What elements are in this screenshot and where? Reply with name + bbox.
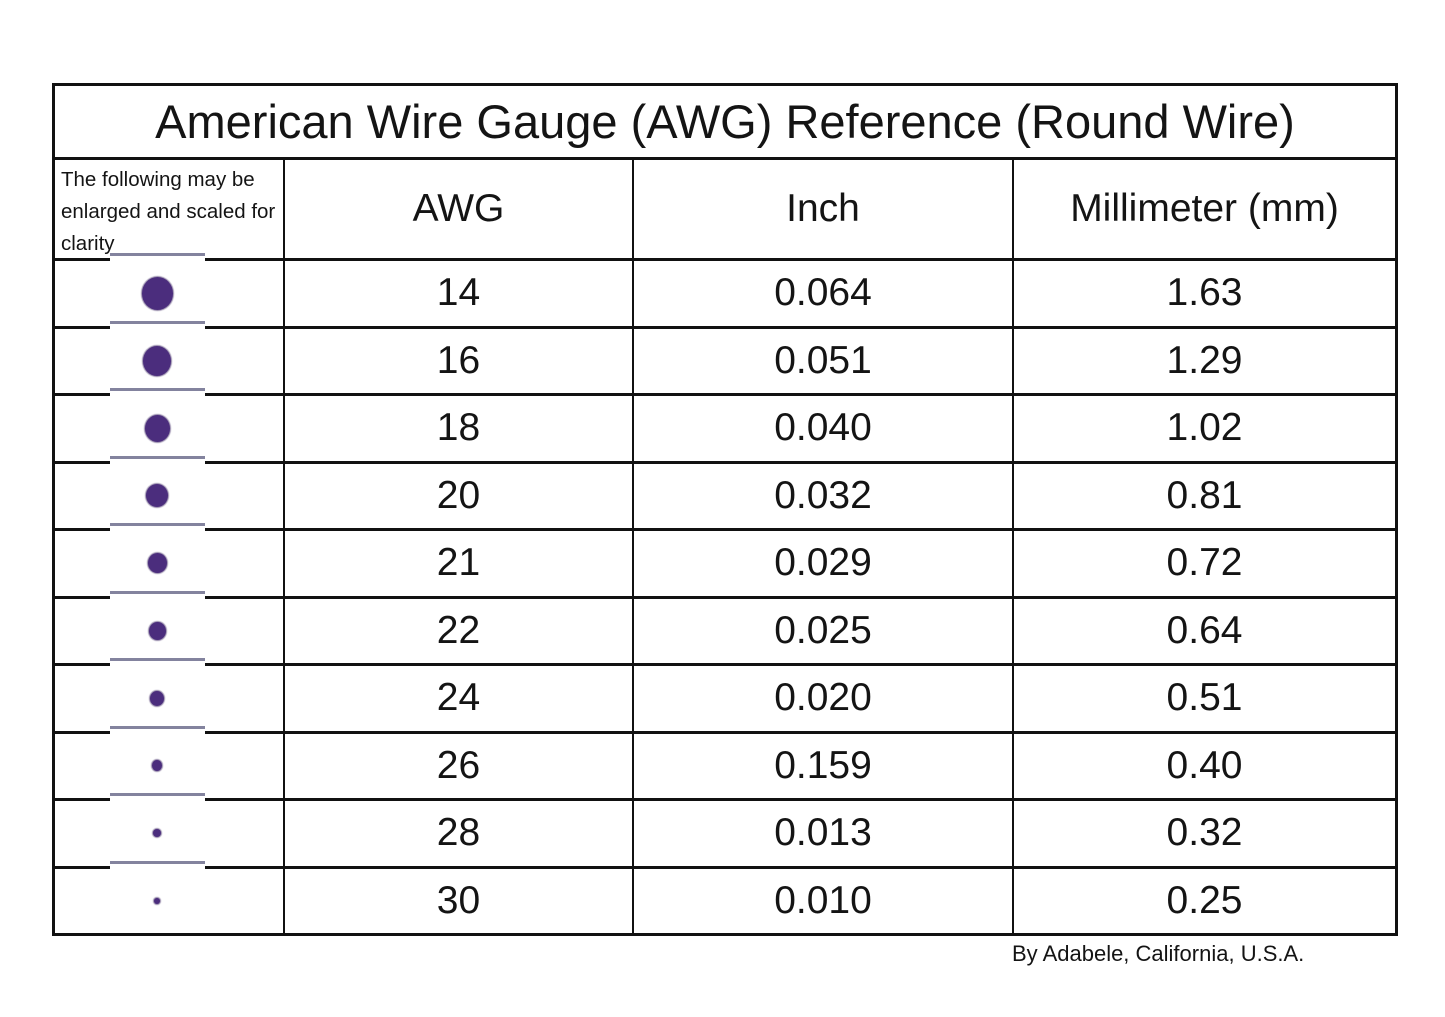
wire-dot (144, 414, 170, 442)
wire-size-cell (55, 793, 283, 866)
wire-dot (147, 553, 167, 574)
mm-value: 0.40 (1012, 730, 1395, 798)
wire-size-cell (55, 523, 283, 596)
mm-value: 0.51 (1012, 663, 1395, 731)
dot-underline (110, 320, 205, 331)
awg-value: 16 (283, 325, 632, 393)
inch-value: 0.159 (632, 730, 1012, 798)
inch-value: 0.032 (632, 460, 1012, 528)
wire-size-cell (55, 658, 283, 731)
inch-value: 0.013 (632, 798, 1012, 866)
wire-dot (154, 897, 160, 904)
dot-underline (110, 523, 205, 533)
inch-value: 0.010 (632, 865, 1012, 933)
column-header-awg: AWG (283, 160, 632, 258)
dot-underline (110, 658, 205, 668)
inch-value: 0.040 (632, 393, 1012, 461)
wire-size-cell (55, 388, 283, 461)
mm-value: 1.02 (1012, 393, 1395, 461)
dot-underline (110, 455, 205, 466)
inch-value: 0.020 (632, 663, 1012, 731)
inch-value: 0.064 (632, 258, 1012, 326)
mm-value: 0.25 (1012, 865, 1395, 933)
dot-underline (110, 725, 205, 736)
wire-size-cell (55, 455, 283, 528)
awg-value: 26 (283, 730, 632, 798)
mm-value: 1.29 (1012, 325, 1395, 393)
wire-dot (146, 484, 168, 508)
wire-dot (148, 621, 166, 640)
awg-value: 30 (283, 865, 632, 933)
wire-dot (153, 829, 161, 838)
awg-value: 20 (283, 460, 632, 528)
column-header-mm: Millimeter (mm) (1012, 160, 1395, 258)
wire-dot (141, 276, 173, 310)
column-header-inch: Inch (632, 160, 1012, 258)
table-title: American Wire Gauge (AWG) Reference (Rou… (55, 86, 1395, 160)
dot-underline (110, 388, 205, 398)
mm-value: 0.32 (1012, 798, 1395, 866)
inch-value: 0.025 (632, 595, 1012, 663)
awg-value: 21 (283, 528, 632, 596)
awg-value: 28 (283, 798, 632, 866)
dot-underline (110, 253, 205, 263)
mm-value: 0.81 (1012, 460, 1395, 528)
dot-underline (110, 860, 205, 871)
awg-value: 24 (283, 663, 632, 731)
wire-size-cell (55, 860, 283, 933)
note-cell: The following may be enlarged and scaled… (55, 160, 283, 258)
wire-size-cell (55, 590, 283, 663)
awg-value: 18 (283, 393, 632, 461)
dot-underline (110, 590, 205, 601)
wire-size-cell (55, 253, 283, 326)
table-grid: The following may be enlarged and scaled… (55, 160, 1395, 933)
mm-value: 0.64 (1012, 595, 1395, 663)
awg-reference-table: American Wire Gauge (AWG) Reference (Rou… (52, 83, 1398, 936)
wire-dot (143, 345, 171, 376)
wire-size-cell (55, 725, 283, 798)
wire-dot (152, 760, 162, 772)
dot-underline (110, 793, 205, 803)
awg-value: 22 (283, 595, 632, 663)
wire-size-cell (55, 320, 283, 393)
wire-dot (150, 690, 164, 706)
mm-value: 0.72 (1012, 528, 1395, 596)
inch-value: 0.051 (632, 325, 1012, 393)
awg-value: 14 (283, 258, 632, 326)
inch-value: 0.029 (632, 528, 1012, 596)
mm-value: 1.63 (1012, 258, 1395, 326)
credit-text: By Adabele, California, U.S.A. (1012, 941, 1305, 966)
